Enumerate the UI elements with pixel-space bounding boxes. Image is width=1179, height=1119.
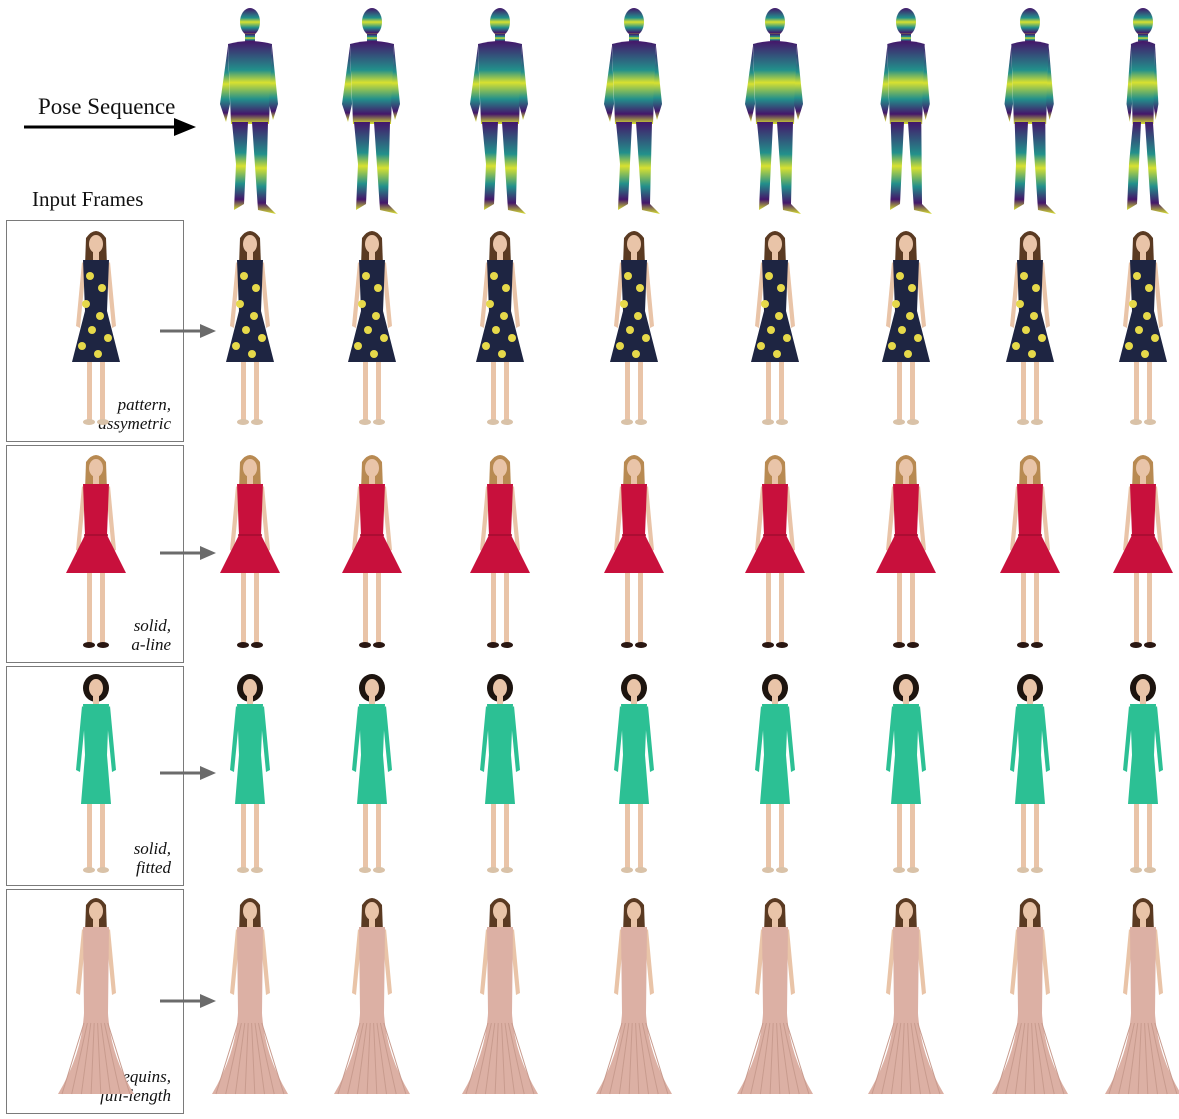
pose-sequence-label: Pose Sequence	[38, 94, 176, 119]
input-dress-figure	[58, 898, 134, 1095]
row-arrow-icon	[160, 324, 216, 338]
generated-dress-figure	[751, 231, 799, 425]
generated-dress-figure	[1010, 674, 1050, 873]
row-caption: solid, a-line	[131, 616, 171, 654]
input-dress-figure	[66, 455, 126, 648]
generated-dress-figure	[610, 231, 658, 425]
pose-silhouette	[342, 8, 400, 214]
generated-dress-figure	[876, 455, 936, 648]
generated-dress-figure	[470, 455, 530, 648]
pose-silhouette	[220, 8, 278, 214]
generated-dress-figure	[352, 674, 392, 873]
generated-dress-figure	[1006, 231, 1054, 425]
pose-silhouette	[470, 8, 528, 214]
generated-dress-figure	[1119, 231, 1167, 425]
generated-dress-figure	[755, 674, 795, 873]
input-dress-figure	[76, 674, 116, 873]
generated-dress-figure	[882, 231, 930, 425]
pose-silhouette	[1126, 8, 1169, 214]
row-arrow-icon	[160, 766, 216, 780]
pose-silhouette	[604, 8, 662, 214]
generated-dress-figure	[596, 898, 672, 1095]
generated-dress-figure	[868, 898, 944, 1095]
generated-dress-figure	[1123, 674, 1163, 873]
row-caption: solid, fitted	[133, 839, 171, 877]
generated-dress-figure	[480, 674, 520, 873]
generated-dress-figure	[230, 674, 270, 873]
generated-dress-figure	[1000, 455, 1060, 648]
generated-dress-figure	[226, 231, 274, 425]
generated-dress-figure	[462, 898, 538, 1095]
generated-dress-figure	[1113, 455, 1173, 648]
input-dress-figure	[72, 231, 120, 425]
pose-silhouette	[880, 8, 932, 214]
generated-dress-figure	[737, 898, 813, 1095]
generated-dress-figure	[334, 898, 410, 1095]
input-frames-label: Input Frames	[32, 187, 144, 211]
generated-dress-figure	[348, 231, 396, 425]
generated-dress-figure	[604, 455, 664, 648]
generated-dress-figure	[342, 455, 402, 648]
row-arrow-icon	[160, 546, 216, 560]
pose-silhouette	[745, 8, 803, 214]
pose-silhouette	[1004, 8, 1056, 214]
generated-dress-figure	[886, 674, 926, 873]
generated-dress-figure	[220, 455, 280, 648]
generated-dress-figure	[476, 231, 524, 425]
generated-dress-figure	[212, 898, 288, 1095]
generated-dress-figure	[1105, 898, 1179, 1095]
generated-dress-figure	[745, 455, 805, 648]
generated-dress-figure	[614, 674, 654, 873]
generated-dress-figure	[992, 898, 1068, 1095]
row-arrow-icon	[160, 994, 216, 1008]
pose-arrow-icon	[24, 118, 196, 136]
row-caption: pattern, assymetric	[98, 395, 171, 433]
